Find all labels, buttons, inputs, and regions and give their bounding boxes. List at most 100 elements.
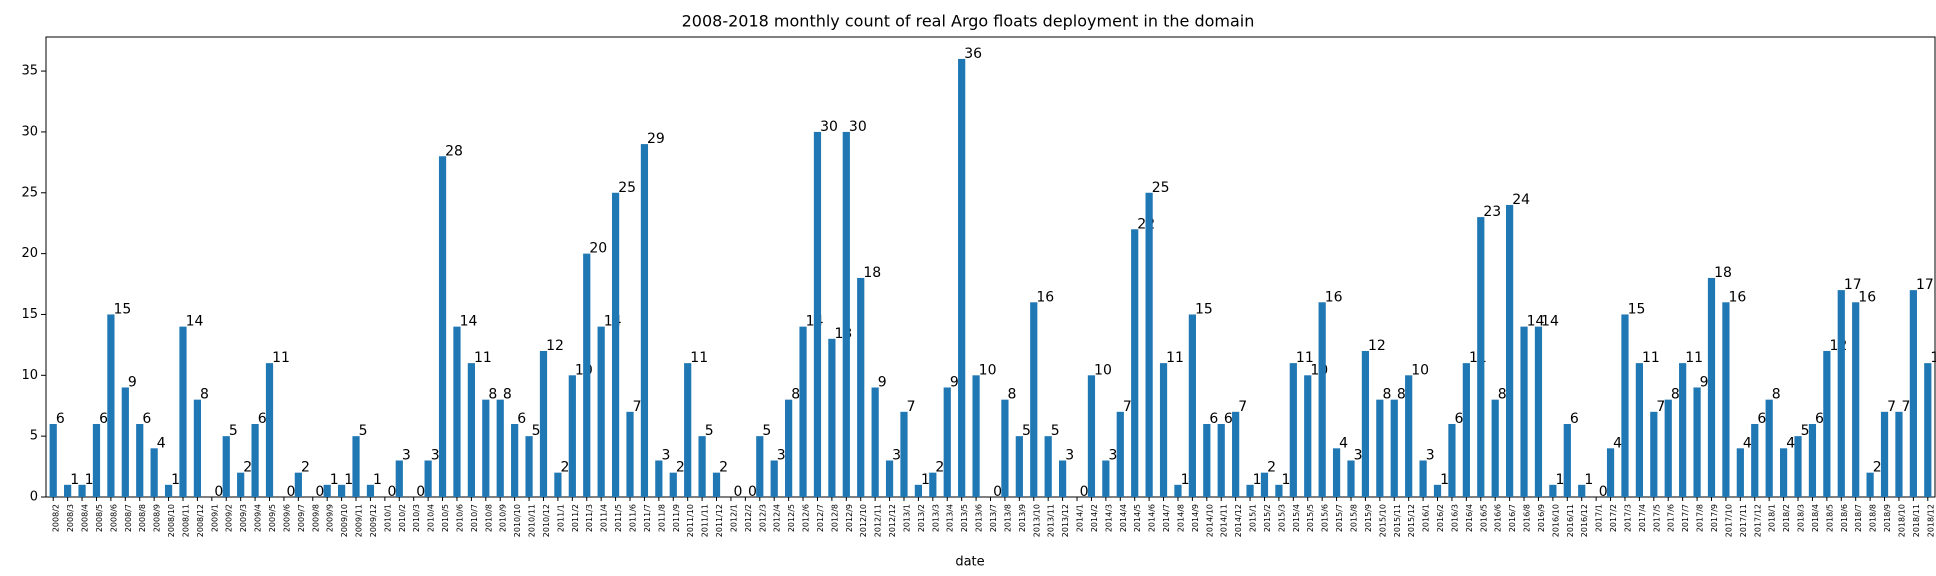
value-label: 16	[1325, 289, 1343, 305]
value-label: 3	[661, 447, 670, 463]
x-tick-label: 2018/3	[1797, 504, 1806, 532]
value-label: 0	[287, 484, 296, 500]
x-tick-label: 2009/1	[210, 504, 219, 532]
x-tick-label: 2015/6	[1321, 504, 1330, 532]
value-label: 1	[1181, 472, 1190, 488]
x-tick-label: 2018/1	[1768, 504, 1777, 532]
x-tick-label: 2009/9	[326, 504, 335, 532]
value-label: 12	[1368, 338, 1386, 354]
value-label: 15	[1628, 301, 1646, 317]
bar	[366, 484, 375, 497]
bar	[1347, 460, 1355, 497]
value-label: 8	[1498, 387, 1507, 403]
bar	[251, 423, 259, 497]
bar	[712, 472, 721, 497]
value-label: 0	[1080, 484, 1089, 500]
bar	[1837, 290, 1845, 497]
bar	[1188, 314, 1196, 497]
value-label: 6	[258, 411, 267, 427]
value-label: 6	[1570, 411, 1579, 427]
bar	[554, 472, 562, 497]
x-tick-label: 2009/2	[225, 504, 234, 532]
bar	[1664, 399, 1672, 497]
value-label: 25	[618, 180, 636, 196]
bar	[511, 423, 519, 497]
bar	[1909, 290, 1917, 497]
bar	[900, 411, 908, 497]
value-label: 28	[445, 143, 463, 159]
value-label: 9	[878, 374, 887, 390]
value-label: 11	[1166, 350, 1184, 366]
x-tick-label: 2017/4	[1638, 504, 1647, 532]
x-tick-label: 2013/8	[1003, 504, 1012, 532]
x-tick-label: 2017/2	[1609, 504, 1618, 532]
x-tick-label: 2010/9	[499, 504, 508, 532]
x-tick-label: 2008/4	[81, 504, 90, 532]
bar	[583, 253, 591, 497]
value-label: 11	[1930, 350, 1936, 366]
bar	[1635, 363, 1643, 497]
bar	[222, 436, 230, 497]
value-label: 8	[1397, 387, 1406, 403]
value-label: 4	[157, 435, 166, 451]
bar	[1506, 204, 1514, 497]
value-label: 3	[431, 447, 440, 463]
value-label: 7	[1238, 399, 1247, 415]
x-tick-label: 2014/6	[1148, 504, 1157, 532]
value-label: 7	[633, 399, 642, 415]
bar	[597, 326, 605, 497]
value-label: 11	[272, 350, 290, 366]
value-label: 4	[1339, 435, 1348, 451]
bar	[1232, 411, 1240, 497]
x-tick-label: 2016/8	[1523, 504, 1532, 532]
x-tick-label: 2011/2	[571, 504, 580, 532]
value-label: 9	[950, 374, 959, 390]
x-tick-label: 2010/1	[383, 504, 392, 532]
x-tick-label: 2008/3	[66, 504, 75, 532]
bar	[294, 472, 302, 497]
value-label: 3	[1065, 447, 1074, 463]
value-label: 14	[460, 314, 478, 330]
value-label: 5	[705, 423, 714, 439]
bar	[1578, 484, 1586, 497]
bar	[958, 58, 966, 498]
bar	[929, 472, 937, 497]
bar	[1693, 387, 1701, 497]
bar	[1260, 472, 1269, 497]
value-label: 0	[315, 484, 324, 500]
value-label: 5	[359, 423, 368, 439]
value-label: 16	[1729, 289, 1747, 305]
x-tick-label: 2017/7	[1681, 504, 1690, 532]
value-label: 9	[1700, 374, 1709, 390]
x-tick-label: 2011/4	[600, 504, 609, 532]
bar	[1131, 229, 1139, 497]
value-label: 1	[1253, 472, 1262, 488]
x-tick-label: 2015/8	[1349, 504, 1358, 532]
value-label: 0	[734, 484, 743, 500]
value-label: 1	[344, 472, 353, 488]
bar	[626, 411, 634, 497]
x-tick-label: 2010/10	[513, 504, 522, 537]
value-label: 8	[791, 387, 800, 403]
x-tick-label: 2016/11	[1566, 504, 1575, 537]
x-tick-label: 2013/4	[946, 504, 955, 532]
bar	[352, 436, 360, 497]
x-tick-label: 2010/4	[427, 504, 436, 532]
value-label: 6	[56, 411, 65, 427]
bar	[1491, 399, 1499, 497]
bar	[684, 363, 692, 497]
x-tick-label: 2015/7	[1335, 504, 1344, 532]
chart-title: 2008-2018 monthly count of real Argo flo…	[682, 12, 1255, 31]
value-label: 8	[503, 387, 512, 403]
bar	[1765, 399, 1773, 497]
value-label: 2	[935, 460, 944, 476]
value-label: 10	[1094, 362, 1112, 378]
bar	[1174, 484, 1182, 497]
bar	[1808, 423, 1817, 497]
x-tick-label: 2016/9	[1537, 504, 1546, 532]
x-tick-label: 2011/9	[672, 504, 681, 532]
x-tick-label: 2010/12	[542, 504, 551, 537]
value-label: 8	[200, 387, 209, 403]
value-label: 2	[243, 460, 252, 476]
bar	[1433, 484, 1442, 497]
